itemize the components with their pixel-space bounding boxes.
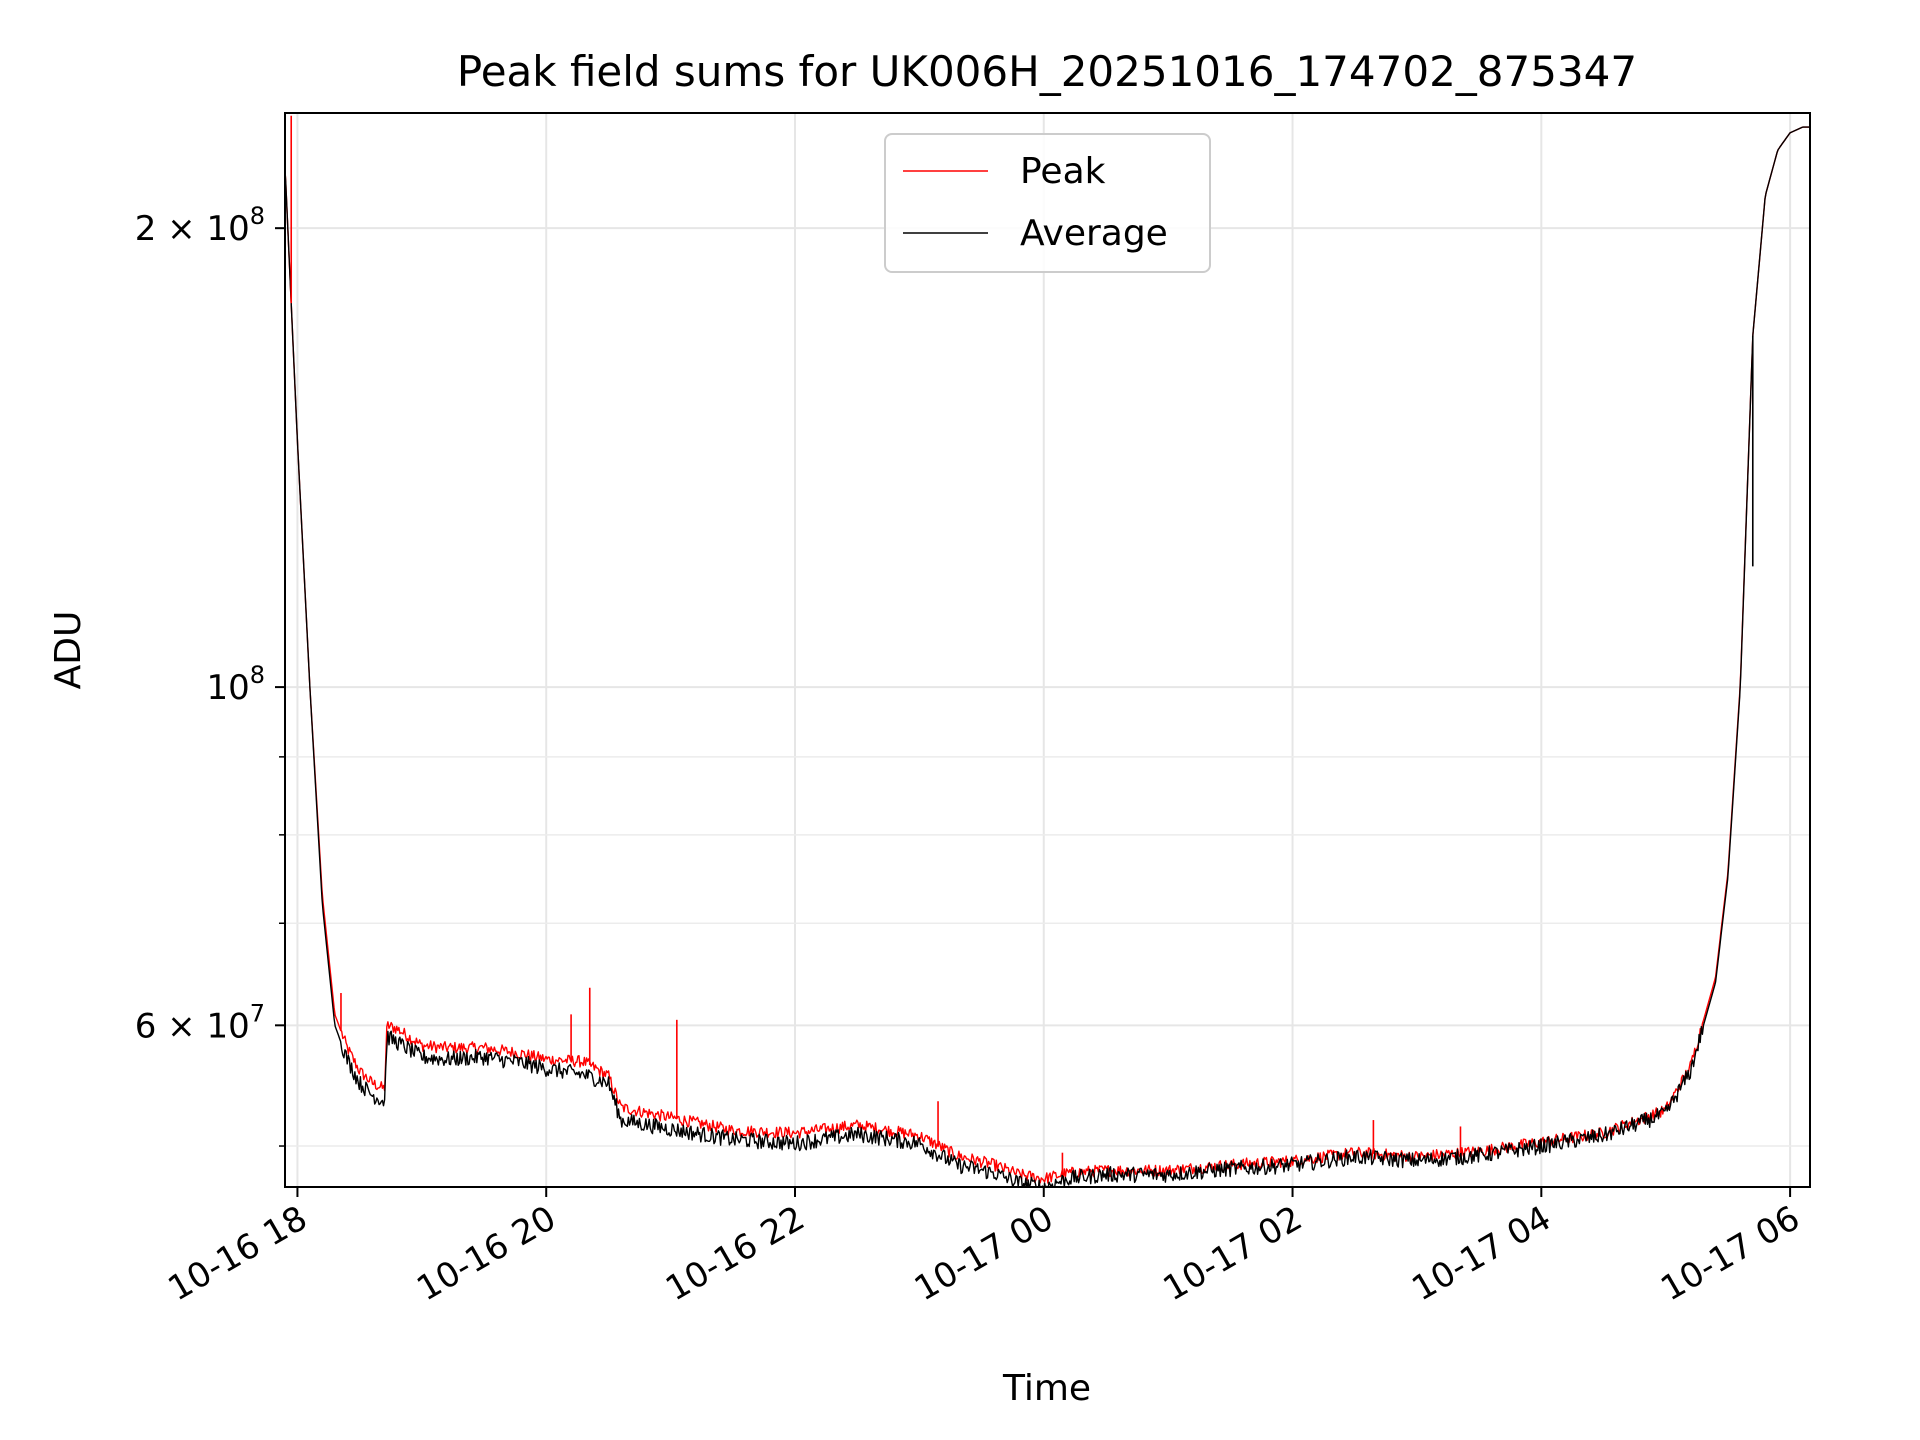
y-tick-label: 6 × 107 [135,999,265,1046]
legend-box [884,133,1211,273]
legend: Peak Average [884,133,1211,273]
y-tick-label: 108 [206,661,265,708]
series-layer [285,115,1810,1187]
series-line-average [285,126,1810,1187]
plot-area [285,113,1810,1187]
grid [285,113,1810,1187]
legend-label-average: Average [1020,213,1168,254]
series-line-peak [285,126,1810,1184]
chart-title: Peak field sums for UK006H_20251016_1747… [457,47,1637,96]
y-tick-label: 2 × 108 [135,202,265,249]
y-axis-label: ADU [48,611,89,690]
x-axis-label: Time [1002,1368,1091,1409]
legend-label-peak: Peak [1020,151,1106,192]
y-axis-ticks: 108 2 × 108 6 × 107 [135,202,285,1147]
axes-frame [284,112,1811,1188]
